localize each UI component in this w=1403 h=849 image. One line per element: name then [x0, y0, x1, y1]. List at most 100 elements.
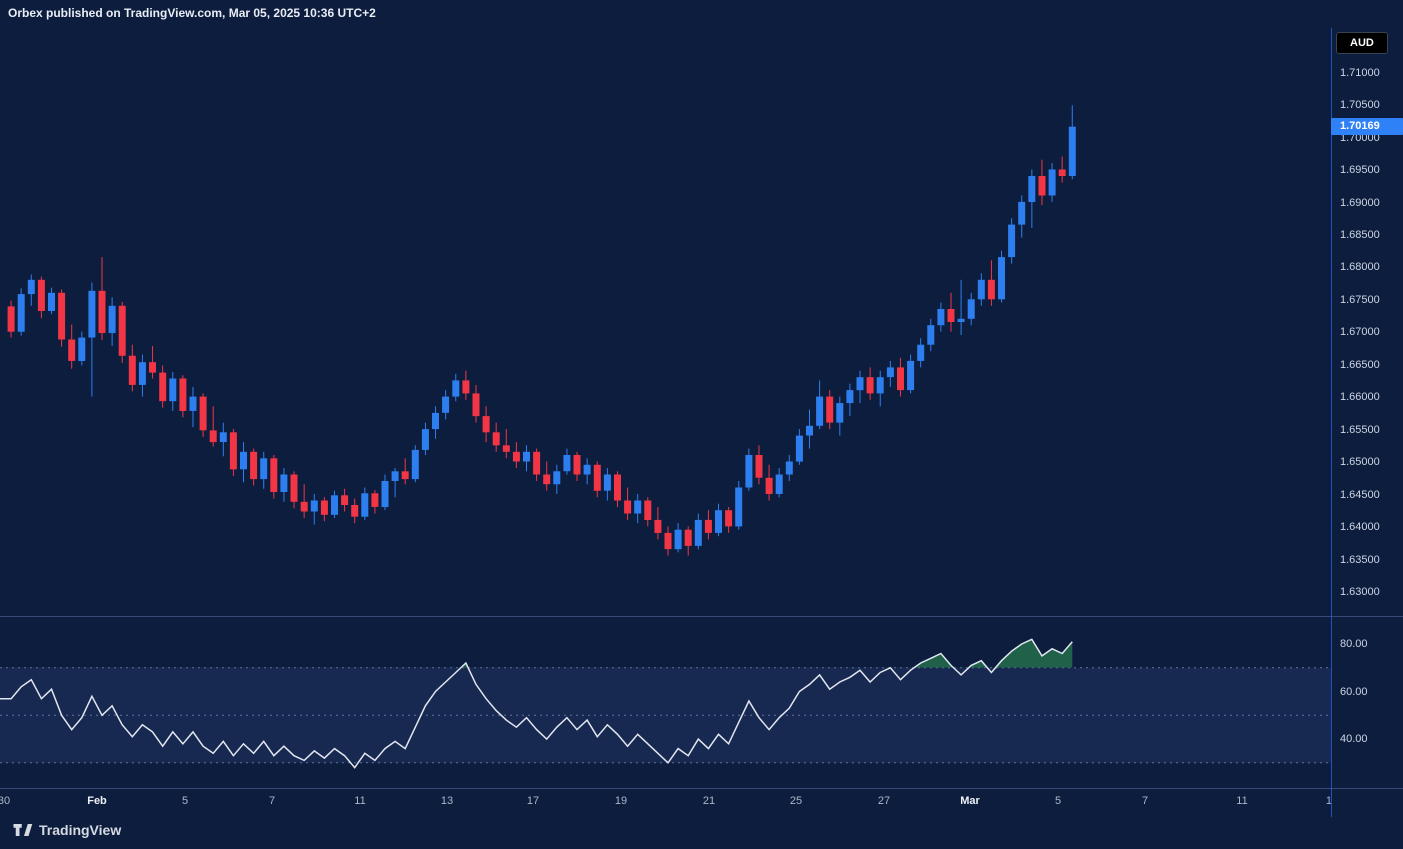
rsi-chart — [0, 638, 1331, 769]
candle-body — [735, 487, 743, 527]
pane-separator[interactable] — [0, 616, 1403, 617]
candle-body — [331, 495, 338, 515]
candle-body — [543, 474, 551, 485]
price-axis-label: 1.70500 — [1340, 99, 1380, 112]
current-price-label: 1.70169 — [1331, 117, 1403, 135]
price-axis-label: 1.68500 — [1340, 229, 1380, 242]
candle-body — [654, 519, 662, 533]
tradingview-logo[interactable]: TradingView — [12, 822, 121, 838]
price-axis[interactable]: 1.71000 1.70500 1.70000 1.69500 1.69000 1.685… — [1331, 0, 1403, 817]
candle-body — [775, 474, 783, 494]
time-axis-label: 17 — [526, 795, 540, 807]
candle-body — [78, 337, 86, 361]
candle-body — [391, 471, 399, 481]
main-chart-pane[interactable] — [0, 28, 1331, 616]
price-axis-label: 1.67500 — [1340, 293, 1380, 306]
candle-body — [745, 455, 753, 488]
tradingview-logo-text: TradingView — [39, 822, 122, 838]
rsi-axis-label: 40.00 — [1340, 733, 1368, 746]
candle-body — [907, 360, 915, 391]
time-axis-label: Mar — [960, 795, 980, 807]
candlestick-chart — [7, 105, 1076, 556]
price-axis-label: 1.66500 — [1340, 358, 1380, 371]
candle-body — [462, 380, 470, 394]
candle-body — [512, 451, 520, 462]
time-axis-label: 25 — [789, 795, 803, 807]
candle-body — [876, 377, 884, 394]
candle-body — [694, 519, 702, 546]
candle-body — [310, 500, 318, 512]
price-axis-label: 1.71000 — [1340, 66, 1380, 79]
candle-body — [856, 377, 864, 391]
candle-body — [128, 355, 136, 385]
candle-body — [533, 451, 541, 475]
candle-body — [240, 451, 247, 470]
candle-body — [401, 471, 409, 480]
rsi-pane[interactable] — [0, 616, 1331, 788]
candle-body — [250, 451, 258, 480]
candle-body — [1068, 126, 1076, 176]
candle-body — [987, 279, 995, 300]
candle-body — [937, 309, 945, 326]
candle-body — [836, 403, 844, 423]
candle-body — [624, 500, 632, 514]
rsi-band — [0, 667, 1331, 763]
candle-body — [614, 474, 621, 501]
candle-body — [290, 474, 298, 502]
time-axis-label: 19 — [614, 795, 628, 807]
candle-body — [725, 510, 733, 527]
candle-body — [189, 396, 197, 411]
candle-body — [715, 510, 722, 533]
time-axis[interactable]: 30 Feb 5 7 11 13 17 19 21 25 27 Mar 5 7 11 13 — [0, 788, 1331, 817]
publish-line: Orbex published on TradingView.com, Mar … — [8, 6, 376, 20]
candle-body — [866, 377, 874, 394]
time-axis-label: 7 — [268, 795, 276, 807]
candle-body — [846, 390, 854, 404]
price-axis-label: 1.63000 — [1340, 585, 1380, 598]
candle-body — [897, 367, 904, 391]
candle-body — [472, 393, 480, 417]
candle-body — [37, 279, 45, 311]
candle-body — [917, 344, 925, 361]
candle-body — [826, 396, 834, 423]
candle-body — [765, 477, 773, 494]
time-axis-separator — [0, 788, 1403, 789]
candle-body — [553, 471, 561, 485]
candle-body — [795, 435, 803, 462]
candle-body — [108, 305, 116, 334]
time-axis-label: 7 — [1141, 795, 1149, 807]
candle-body — [179, 378, 187, 411]
price-axis-label: 1.65500 — [1340, 423, 1380, 436]
candle-body — [199, 396, 207, 431]
candle-body — [664, 532, 672, 550]
candle-body — [411, 449, 419, 480]
price-axis-label: 1.64000 — [1340, 521, 1380, 534]
candle-body — [1058, 169, 1066, 176]
candle-body — [603, 474, 611, 491]
time-axis-label: 13 — [440, 795, 454, 807]
candle-body — [1008, 224, 1016, 258]
price-axis-label: 1.63500 — [1340, 553, 1380, 566]
price-axis-label: 1.69000 — [1340, 196, 1380, 209]
candle-body — [644, 500, 652, 520]
candle-body — [927, 325, 935, 345]
candle-body — [149, 362, 156, 373]
candle-body — [442, 396, 450, 413]
price-axis-label: 1.66000 — [1340, 391, 1380, 404]
symbol-badge[interactable]: AUD — [1336, 32, 1388, 54]
candle-body — [573, 455, 581, 475]
candle-body — [270, 458, 278, 492]
price-axis-label: 1.69500 — [1340, 164, 1380, 177]
candle-body — [169, 378, 177, 402]
candle-body — [260, 458, 268, 480]
current-price-value: 1.70169 — [1340, 119, 1380, 132]
time-axis-label: 27 — [877, 795, 891, 807]
time-axis-label: 5 — [1054, 795, 1062, 807]
footer-bar: TradingView — [0, 817, 1403, 849]
candle-body — [138, 362, 146, 385]
candle-body — [704, 519, 712, 533]
price-axis-label: 1.64500 — [1340, 488, 1380, 501]
candle-body — [17, 294, 25, 332]
candle-body — [58, 292, 66, 340]
